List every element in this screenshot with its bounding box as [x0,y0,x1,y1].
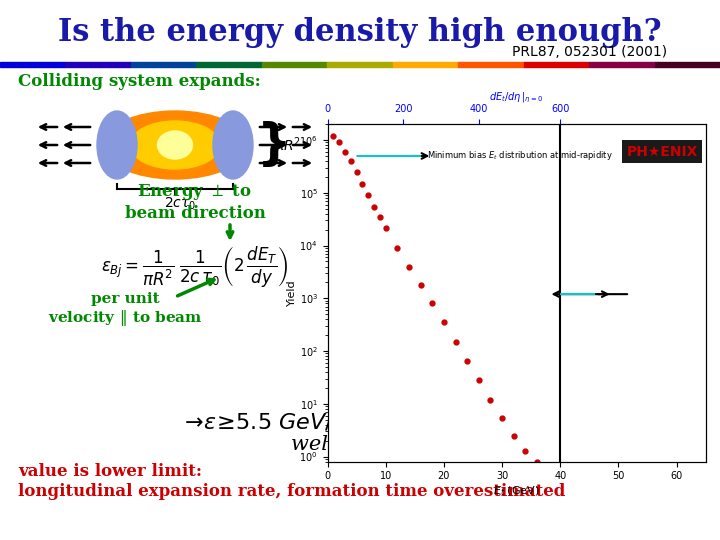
Text: Is the energy density high enough?: Is the energy density high enough? [58,17,662,48]
Text: PH★ENIX: PH★ENIX [626,144,698,158]
Text: $2c\tau_0$: $2c\tau_0$ [164,196,196,212]
Ellipse shape [102,111,248,179]
Text: per unit
velocity $\|$ to beam: per unit velocity $\|$ to beam [48,292,202,328]
Bar [197,62,262,67]
Text: $\pi R^2$: $\pi R^2$ [275,136,301,154]
Bar [392,62,458,67]
Bar [654,62,720,67]
Bar [0,62,66,67]
Text: well above predicted transition!: well above predicted transition! [291,435,629,455]
Ellipse shape [158,131,192,159]
Text: Energy $\perp$ to
beam direction: Energy $\perp$ to beam direction [125,182,266,222]
Text: $\varepsilon_{Bj} = \dfrac{1}{\pi R^2}\;\dfrac{1}{2c\,\tau_0}\left(2\,\dfrac{dE_: $\varepsilon_{Bj} = \dfrac{1}{\pi R^2}\;… [102,246,289,291]
Text: $\rightarrow\!\varepsilon\!\geq\!5.5\ \mathit{GeV/fm}^3$ (200 GeV Au+Au): $\rightarrow\!\varepsilon\!\geq\!5.5\ \m… [180,408,600,436]
X-axis label: $E_t$ (GeV): $E_t$ (GeV) [493,484,540,498]
Bar [66,62,131,67]
X-axis label: $dE_t/d\eta\,|_{\eta=0}$: $dE_t/d\eta\,|_{\eta=0}$ [490,91,544,105]
Text: value is lower limit:: value is lower limit: [18,463,202,481]
Bar [262,62,328,67]
Bar [458,62,523,67]
Ellipse shape [130,121,220,169]
Bar [131,62,197,67]
Bar [523,62,589,67]
Text: }: } [257,121,292,169]
Ellipse shape [213,111,253,179]
Y-axis label: Yield: Yield [287,280,297,306]
Text: Minimum bias $E_t$ distribution at mid-rapidity: Minimum bias $E_t$ distribution at mid-r… [426,150,613,163]
Text: Colliding system expands:: Colliding system expands: [18,73,261,91]
Bar [589,62,654,67]
Bar [328,62,392,67]
Text: PRL87, 052301 (2001): PRL87, 052301 (2001) [513,45,667,59]
Text: longitudinal expansion rate, formation time overestimated: longitudinal expansion rate, formation t… [18,483,565,501]
Ellipse shape [97,111,137,179]
